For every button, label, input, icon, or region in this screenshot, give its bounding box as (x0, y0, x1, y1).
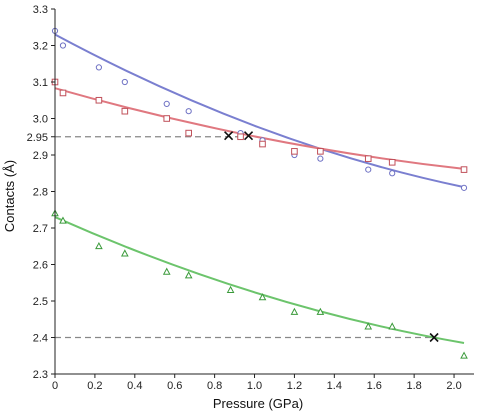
data-point (291, 148, 298, 155)
y-tick-label: 2.6 (33, 260, 48, 272)
data-point (317, 155, 324, 162)
x-tick-label: 0.8 (207, 380, 222, 392)
data-point (59, 42, 67, 49)
y-tick-label: 2.3 (33, 369, 48, 381)
x-tick-label: 0 (52, 380, 58, 392)
y-tick-label: 2.4 (33, 333, 48, 345)
cross-marker (243, 131, 254, 141)
y-tick-label: 3.3 (33, 4, 48, 16)
data-point (258, 293, 267, 301)
x-ticks: 0 0.2 0.4 0.6 0.8 1.0 1.2 1.4 1.6 1.8 2.0 (52, 374, 462, 392)
reference-lines (55, 136, 435, 339)
data-point (95, 241, 103, 250)
data-point (185, 108, 192, 115)
y-ticks: 2.3 2.4 2.5 2.6 2.7 2.8 2.9 2.95 3.0 3.1 3.2 3.3 (27, 4, 55, 381)
data-point (237, 133, 244, 141)
data-point (95, 96, 103, 104)
fit-curves (54, 33, 465, 344)
y-tick-label: 3.2 (33, 41, 48, 53)
data-point (365, 166, 372, 173)
data-point (59, 216, 67, 224)
data-point (59, 89, 67, 97)
data-point (163, 115, 171, 122)
y-tick-label: 2.95 (27, 132, 48, 144)
data-point (388, 322, 397, 330)
y-tick-label: 3.0 (33, 114, 48, 126)
y-tick-label: 2.5 (33, 296, 48, 308)
data-point (290, 307, 299, 315)
x-tick-label: 2.0 (446, 380, 461, 392)
cross-marker (429, 332, 439, 343)
data-point (316, 307, 325, 315)
data-point (120, 249, 129, 257)
intersection-markers (224, 131, 439, 343)
x-tick-label: 0.2 (87, 380, 102, 392)
x-axis-title: Pressure (GPa) (213, 396, 303, 411)
y-axis-title: Contacts (Å) (2, 160, 17, 232)
data-point (364, 155, 372, 162)
cross-marker (224, 131, 234, 141)
data-point (162, 267, 171, 275)
data-point (163, 100, 170, 108)
data-point (460, 166, 468, 173)
fit-curve (54, 87, 465, 170)
axes (54, 9, 474, 375)
data-point (184, 271, 193, 279)
x-tick-label: 0.6 (167, 380, 182, 392)
x-tick-label: 0.4 (127, 380, 142, 392)
x-tick-label: 1.4 (327, 380, 342, 392)
data-point (259, 140, 266, 148)
data-point (121, 107, 129, 115)
data-point (317, 148, 324, 155)
y-tick-label: 2.7 (33, 223, 48, 235)
data-point (364, 322, 373, 330)
data-point (388, 159, 396, 166)
data-points (51, 27, 468, 359)
fit-curve (54, 33, 465, 189)
y-tick-label: 3.1 (33, 77, 48, 89)
x-tick-label: 1.0 (247, 380, 262, 392)
y-tick-label: 2.9 (33, 150, 48, 162)
data-point (460, 184, 468, 191)
fit-curve (54, 216, 465, 344)
x-tick-label: 1.6 (367, 380, 382, 392)
x-tick-label: 1.2 (287, 380, 302, 392)
data-point (121, 78, 128, 86)
y-tick-label: 2.8 (33, 187, 48, 199)
data-point (185, 129, 192, 137)
x-tick-label: 1.8 (406, 380, 421, 392)
data-point (460, 351, 468, 359)
data-point (389, 170, 396, 177)
data-point (226, 285, 235, 293)
data-point (95, 64, 102, 71)
